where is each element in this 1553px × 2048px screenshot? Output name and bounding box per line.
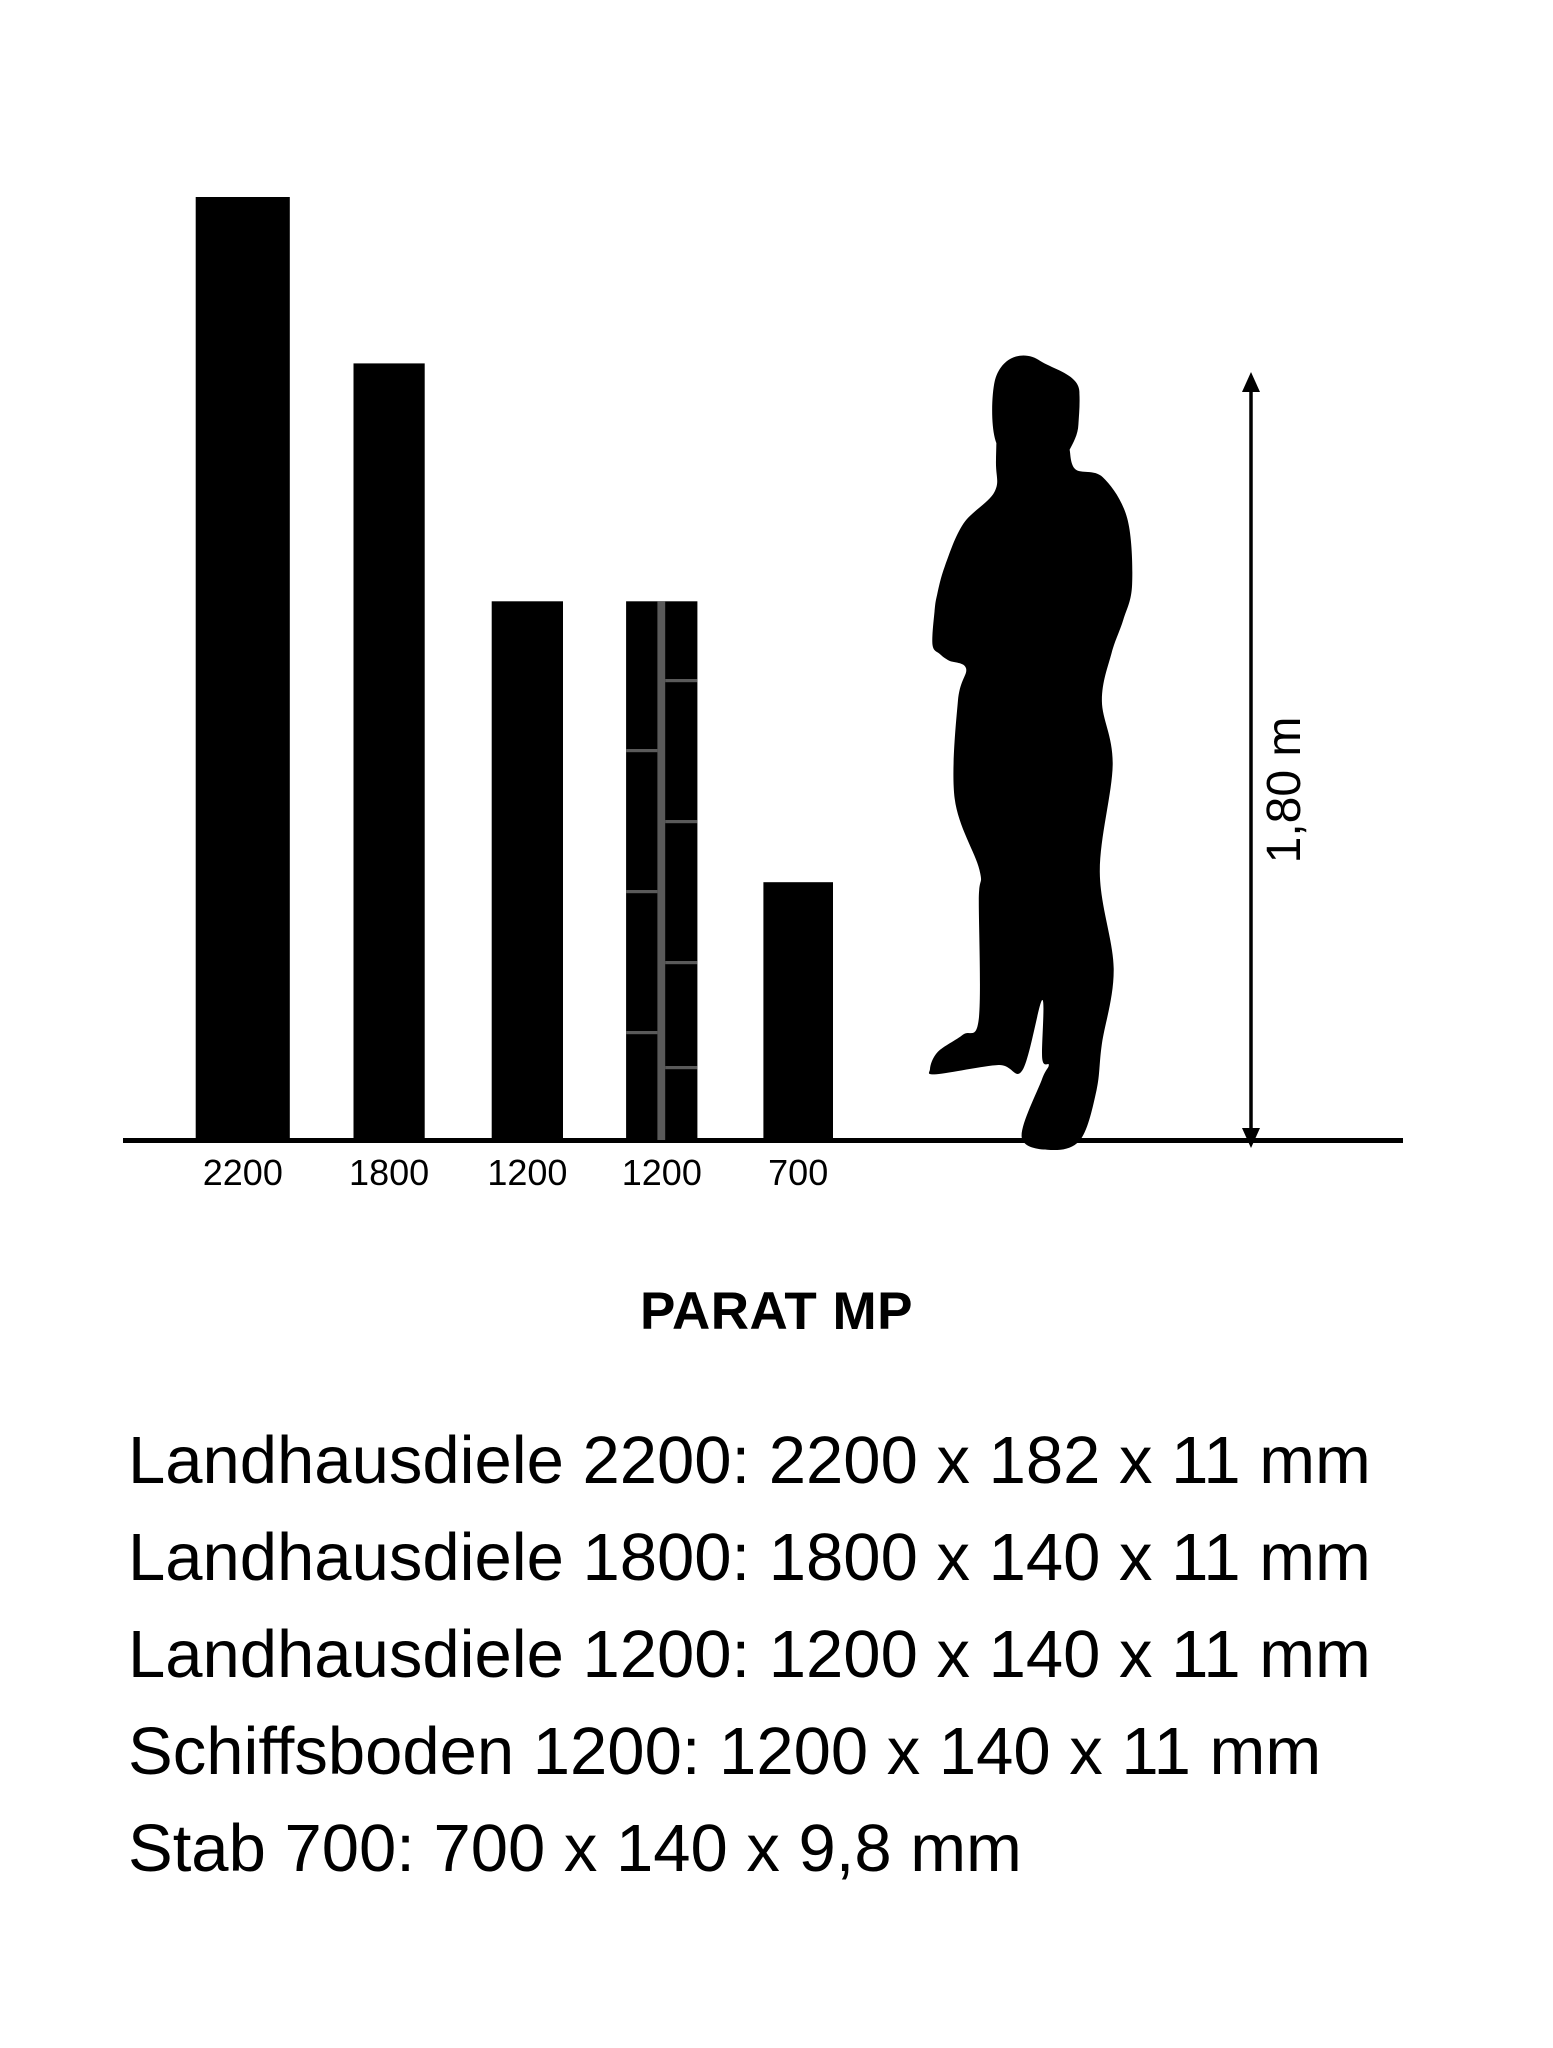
svg-text:2200: 2200 (203, 1152, 283, 1193)
svg-text:1800: 1800 (349, 1152, 429, 1193)
svg-text:700: 700 (768, 1152, 828, 1193)
svg-text:1,80 m: 1,80 m (1258, 717, 1311, 864)
svg-text:1200: 1200 (487, 1152, 567, 1193)
svg-text:1200: 1200 (622, 1152, 702, 1193)
